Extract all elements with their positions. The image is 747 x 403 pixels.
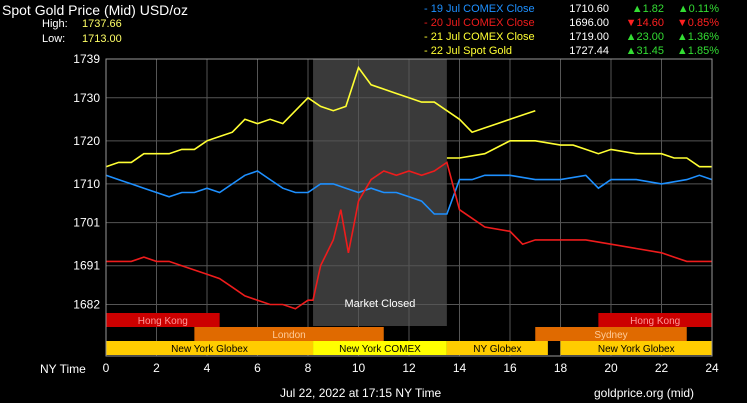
x-tick-label: 16: [503, 361, 517, 375]
x-tick-label: 12: [402, 361, 416, 375]
session-bar: [194, 327, 384, 341]
x-tick-label: 20: [604, 361, 618, 375]
legend-change: ▼14.60: [625, 17, 664, 29]
y-tick-label: 1710: [73, 177, 100, 191]
chart-title: Spot Gold Price (Mid) USD/oz: [2, 2, 188, 18]
x-tick-label: 0: [103, 361, 110, 375]
timestamp: Jul 22, 2022 at 17:15 NY Time: [280, 386, 442, 400]
session-label: New York COMEX: [339, 344, 421, 355]
legend-change: ▲1.82: [631, 3, 664, 15]
session-bar: [106, 341, 314, 355]
high-value: 1737.66: [82, 18, 122, 30]
session-bar: [535, 327, 687, 341]
source-credit: goldprice.org (mid): [594, 386, 695, 400]
x-tick-label: 14: [453, 361, 467, 375]
x-tick-label: 18: [554, 361, 568, 375]
legend-change: ▲31.45: [625, 45, 664, 57]
session-label: Sydney: [594, 330, 627, 341]
legend-percent: ▲1.36%: [676, 31, 719, 43]
legend-price: 1696.00: [569, 17, 609, 29]
legend-change: ▲23.00: [625, 31, 664, 43]
y-tick-label: 1701: [73, 216, 100, 230]
series-line: [106, 161, 712, 310]
x-tick-label: 6: [254, 361, 261, 375]
legend-row: - 20 Jul COMEX Close 1696.00 ▼14.60 ▼0.8…: [424, 16, 719, 30]
session-bar: [106, 313, 220, 327]
session-bar: [560, 341, 712, 355]
session-label: NY Globex: [473, 344, 521, 355]
legend-row: - 21 Jul COMEX Close 1719.00 ▲23.00 ▲1.3…: [424, 30, 719, 44]
x-tick-label: 2: [153, 361, 160, 375]
session-label: New York Globex: [598, 344, 675, 355]
market-closed-region: [313, 59, 447, 326]
legend-series-name: - 21 Jul COMEX Close: [424, 31, 535, 43]
session-label: Hong Kong: [630, 316, 680, 327]
session-bar: [598, 313, 712, 327]
legend-percent: ▼0.85%: [676, 17, 719, 29]
low-stat: Low: 1713.00: [42, 33, 122, 45]
x-tick-label: 24: [705, 361, 719, 375]
y-tick-label: 1730: [73, 91, 100, 105]
plot-frame: [105, 58, 713, 357]
series-line: [446, 140, 712, 168]
low-value: 1713.00: [82, 33, 122, 45]
y-tick-label: 1691: [73, 259, 100, 273]
legend-row: - 22 Jul Spot Gold 1727.44 ▲31.45 ▲1.85%: [424, 44, 719, 58]
legend-percent: ▲0.11%: [677, 3, 719, 15]
series-line: [105, 65, 536, 168]
high-stat: High: 1737.66: [42, 18, 122, 30]
high-label: High:: [42, 18, 68, 30]
market-closed-label: Market Closed: [345, 298, 416, 310]
y-tick-label: 1739: [73, 52, 100, 66]
x-tick-label: 22: [655, 361, 669, 375]
y-tick-label: 1682: [73, 297, 100, 311]
session-bar: [446, 341, 548, 355]
legend-series-name: - 22 Jul Spot Gold: [424, 45, 513, 57]
session-label: New York Globex: [171, 344, 248, 355]
legend-price: 1710.60: [569, 3, 609, 15]
x-tick-label: 10: [352, 361, 366, 375]
legend: - 19 Jul COMEX Close 1710.60 ▲1.82 ▲0.11…: [424, 2, 719, 58]
legend-price: 1727.44: [569, 45, 609, 57]
session-bar: [313, 341, 447, 355]
legend-series-name: - 19 Jul COMEX Close: [424, 3, 535, 15]
x-tick-label: 8: [305, 361, 312, 375]
y-tick-label: 1720: [73, 134, 100, 148]
session-label: Hong Kong: [138, 316, 188, 327]
legend-row: - 19 Jul COMEX Close 1710.60 ▲1.82 ▲0.11…: [424, 2, 719, 16]
legend-price: 1719.00: [569, 31, 609, 43]
low-label: Low:: [42, 33, 66, 45]
x-axis-label: NY Time: [40, 362, 86, 376]
x-tick-label: 4: [204, 361, 211, 375]
legend-percent: ▲1.85%: [676, 45, 719, 57]
session-label: London: [272, 330, 305, 341]
legend-series-name: - 20 Jul COMEX Close: [424, 17, 535, 29]
